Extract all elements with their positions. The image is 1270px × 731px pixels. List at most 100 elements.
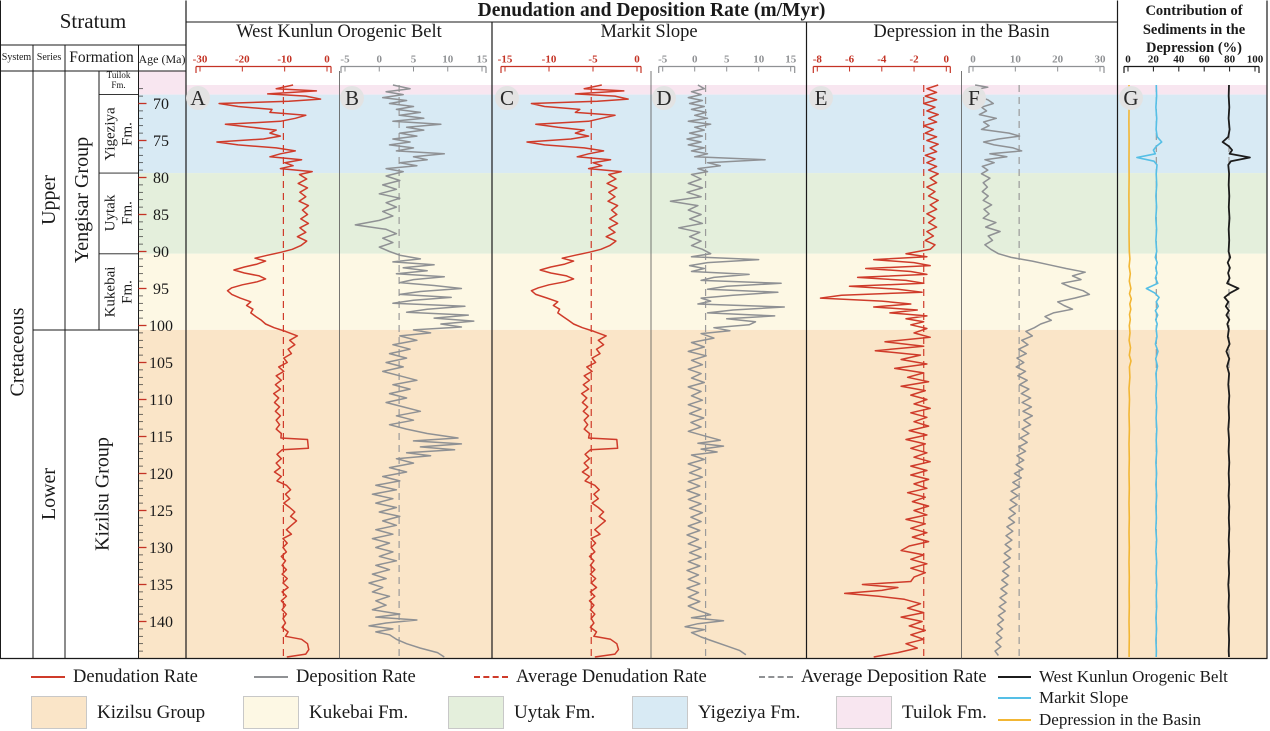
axis-tick-label-F: 20 — [1052, 54, 1064, 66]
axis-tick-label-B: -5 — [340, 54, 350, 66]
system-label-cretaceous: Cretaceous — [5, 307, 28, 397]
axis-tick-label-E: -4 — [877, 54, 887, 66]
legend-label: Denudation Rate — [73, 666, 198, 687]
panel-letter-badge-C — [495, 86, 519, 110]
legend-item-average-denudation-rate: Average Denudation Rate — [474, 666, 707, 688]
axis-tick-label-C: -15 — [498, 54, 513, 66]
panel-letter-D: D — [656, 86, 671, 110]
legend-label: Markit Slope — [1039, 688, 1129, 707]
panel-letter-badge-F — [962, 86, 986, 110]
curve-E-denudation-rate — [819, 84, 939, 658]
axis-tick-label-A: -30 — [193, 54, 208, 66]
legend-item-yigeziya-fm-: Yigeziya Fm. — [632, 696, 800, 729]
legend-label: Yigeziya Fm. — [698, 701, 801, 723]
column-header-series: Series — [36, 52, 62, 63]
age-tick-label: 135 — [149, 577, 173, 594]
formation-label-yigeziya: Yigeziya Fm. — [102, 107, 135, 161]
column-header-age: Age (Ma) — [138, 52, 186, 66]
column-header-system: System — [1, 52, 32, 63]
stratigraphic-rate-chart: 707580859095100105110115120125130135140-… — [0, 0, 1268, 660]
axis-tick-label-A: 0 — [324, 54, 330, 66]
axis-tick-label-G: 100 — [1247, 54, 1264, 66]
band-3 — [186, 253, 1267, 330]
age-tick-label: 70 — [153, 96, 169, 113]
color-swatch — [31, 696, 87, 729]
legend-item-average-deposition-rate: Average Deposition Rate — [759, 666, 987, 688]
age-tick-label: 115 — [149, 429, 172, 446]
line-swatch — [998, 697, 1031, 699]
color-swatch — [448, 696, 504, 729]
axis-tick-label-F: 10 — [1010, 54, 1022, 66]
main-title: Denudation and Deposition Rate (m/Myr) — [477, 0, 826, 21]
band-0 — [186, 85, 1267, 95]
line-swatch — [998, 675, 1031, 678]
dashed-line-swatch — [759, 676, 793, 678]
axis-tick-label-G: 60 — [1199, 54, 1211, 66]
column-header-formation: Formation — [69, 49, 134, 66]
color-swatch — [243, 696, 299, 729]
axis-tick-label-D: 0 — [692, 54, 698, 66]
axis-tick-label-D: -5 — [658, 54, 668, 66]
line-swatch — [998, 718, 1031, 721]
age-tick-label: 75 — [153, 133, 169, 150]
panel-letter-F: F — [968, 86, 980, 110]
panel-letter-badge-B — [340, 86, 364, 110]
formation-label-tuilok: Tuilok Fm. — [106, 70, 131, 90]
axis-tick-label-B: 5 — [411, 54, 417, 66]
series-label-lower: Lower — [38, 467, 60, 521]
group-label-kizilsu: Kizilsu Group — [90, 437, 113, 551]
contribution-header-line3: Depression (%) — [1146, 40, 1242, 57]
age-band-3 — [138, 253, 186, 330]
panel-letter-C: C — [500, 86, 514, 110]
band-2 — [186, 173, 1267, 254]
panel-letter-G: G — [1123, 86, 1138, 110]
curve-B-deposition-rate — [354, 84, 475, 658]
legend-label: Deposition Rate — [296, 666, 416, 687]
axis-tick-label-E: -2 — [909, 54, 919, 66]
axis-tick-label-C: -5 — [588, 54, 598, 66]
age-band-1 — [138, 94, 186, 174]
age-tick-label: 140 — [149, 614, 173, 631]
section-header-depression: Depression in the Basin — [873, 22, 1050, 42]
legend-item-denudation-rate: Denudation Rate — [31, 666, 198, 688]
legend-label: Average Denudation Rate — [516, 666, 707, 687]
legend-label: Tuilok Fm. — [902, 701, 987, 723]
axis-tick-label-G: 20 — [1148, 54, 1160, 66]
axis-tick-label-A: -20 — [235, 54, 250, 66]
age-band-2 — [138, 173, 186, 254]
axis-tick-label-F: 0 — [970, 54, 976, 66]
age-tick-label: 95 — [153, 281, 169, 298]
curve-F-deposition-rate — [974, 84, 1091, 656]
stratum-title: Stratum — [59, 9, 127, 33]
age-band-0 — [138, 71, 186, 95]
color-swatch — [632, 696, 688, 729]
age-tick-label: 105 — [149, 355, 173, 372]
legend-item-markit-slope: Markit Slope — [998, 688, 1128, 709]
axis-tick-label-B: 10 — [442, 54, 454, 66]
age-tick-label: 85 — [153, 207, 169, 224]
age-band-4 — [138, 329, 186, 659]
series-label-upper: Upper — [38, 175, 60, 225]
axis-tick-label-C: 0 — [634, 54, 640, 66]
age-tick-label: 125 — [149, 503, 173, 520]
axis-tick-label-E: 0 — [944, 54, 950, 66]
panel-letter-E: E — [815, 86, 828, 110]
curve-D-deposition-rate — [669, 84, 786, 656]
dashed-line-swatch — [474, 676, 508, 678]
line-swatch — [31, 676, 65, 678]
axis-tick-label-B: 15 — [477, 54, 489, 66]
legend-item-west-kunlun-orogenic-belt: West Kunlun Orogenic Belt — [998, 666, 1228, 687]
panel-letter-A: A — [190, 86, 206, 110]
panel-letter-badge-G — [1119, 86, 1143, 110]
axis-tick-label-C: -10 — [542, 54, 557, 66]
section-header-west-kunlun: West Kunlun Orogenic Belt — [236, 22, 442, 42]
axis-tick-label-G: 40 — [1173, 54, 1185, 66]
axis-tick-label-E: -8 — [813, 54, 823, 66]
legend-label: Kukebai Fm. — [309, 701, 409, 723]
age-tick-label: 130 — [149, 540, 173, 557]
panel-letter-B: B — [345, 86, 359, 110]
legend-item-tuilok-fm-: Tuilok Fm. — [836, 696, 987, 729]
age-tick-label: 90 — [153, 244, 169, 261]
curve-A-denudation-rate — [216, 84, 322, 658]
legend-item-depression-in-the-basin: Depression in the Basin — [998, 709, 1201, 730]
